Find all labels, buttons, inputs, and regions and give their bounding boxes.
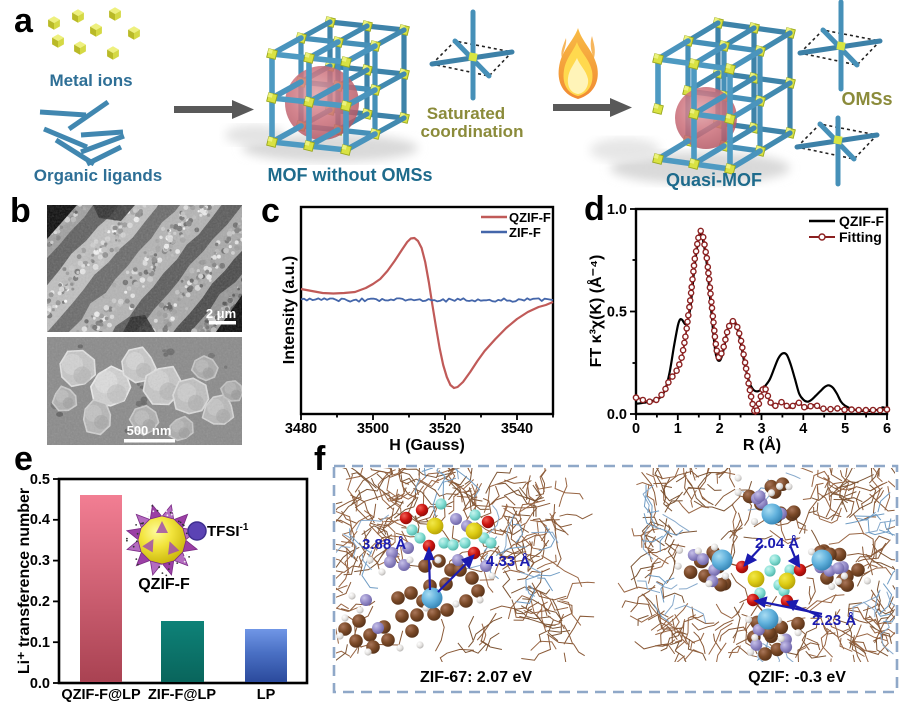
svg-text:FT κ³χ(K) (Å⁻⁴): FT κ³χ(K) (Å⁻⁴) [586,255,605,368]
svg-text:TFSI-1: TFSI-1 [207,522,249,540]
svg-text:4: 4 [799,421,807,437]
svg-text:3540: 3540 [501,421,533,437]
svg-text:ZIF-67: 2.07 eV: ZIF-67: 2.07 eV [420,669,532,686]
svg-text:QZIF: -0.3 eV: QZIF: -0.3 eV [748,669,846,686]
svg-text:Li⁺ transference number: Li⁺ transference number [16,488,33,674]
svg-text:3480: 3480 [285,421,317,437]
svg-text:2: 2 [716,421,724,437]
svg-text:0.1: 0.1 [30,635,50,651]
svg-text:QZIF-F@LP: QZIF-F@LP [61,687,141,703]
svg-text:3500: 3500 [357,421,389,437]
svg-text:5: 5 [841,421,849,437]
svg-text:4.33 Å: 4.33 Å [486,553,530,570]
svg-text:500 nm: 500 nm [127,423,172,438]
svg-text:Metal ions: Metal ions [49,71,132,90]
svg-text:Fitting: Fitting [839,229,882,245]
svg-text:Quasi-MOF: Quasi-MOF [666,170,762,190]
svg-text:QZIF-F: QZIF-F [138,576,190,593]
svg-text:0.5: 0.5 [607,305,627,321]
svg-text:1: 1 [674,421,682,437]
svg-text:LP: LP [257,687,276,703]
svg-text:ZIF-F: ZIF-F [509,225,541,240]
svg-text:R (Å): R (Å) [743,435,781,454]
svg-text:ZIF-F@LP: ZIF-F@LP [148,687,216,703]
svg-text:6: 6 [883,421,891,437]
svg-text:f: f [314,440,326,478]
svg-text:1.0: 1.0 [607,202,627,218]
svg-text:3.88 Å: 3.88 Å [362,536,406,553]
svg-text:c: c [261,192,280,230]
svg-text:0.0: 0.0 [607,407,627,423]
svg-text:Intensity (a.u.): Intensity (a.u.) [281,256,298,364]
svg-text:0: 0 [632,421,640,437]
svg-text:H (Gauss): H (Gauss) [389,437,465,454]
svg-text:QZIF-F: QZIF-F [839,213,885,229]
svg-text:3: 3 [757,421,765,437]
svg-text:2 μm: 2 μm [206,306,236,321]
svg-text:MOF without OMSs: MOF without OMSs [268,165,433,185]
svg-text:coordination: coordination [421,122,524,141]
svg-text:2.23 Å: 2.23 Å [812,612,856,629]
svg-text:d: d [584,190,605,228]
svg-text:3520: 3520 [429,421,461,437]
svg-text:0.4: 0.4 [30,512,50,528]
svg-text:OMSs: OMSs [841,89,892,109]
svg-text:0.5: 0.5 [30,472,50,488]
svg-text:0.0: 0.0 [30,676,50,692]
svg-text:Saturated: Saturated [427,104,505,123]
svg-text:Organic ligands: Organic ligands [34,166,162,185]
svg-text:2.04 Å: 2.04 Å [755,535,799,552]
svg-text:a: a [14,2,34,40]
svg-text:b: b [10,192,31,230]
svg-text:e: e [14,440,33,478]
svg-text:0.2: 0.2 [30,594,50,610]
svg-text:QZIF-F: QZIF-F [509,210,551,225]
svg-text:0.3: 0.3 [30,553,50,569]
